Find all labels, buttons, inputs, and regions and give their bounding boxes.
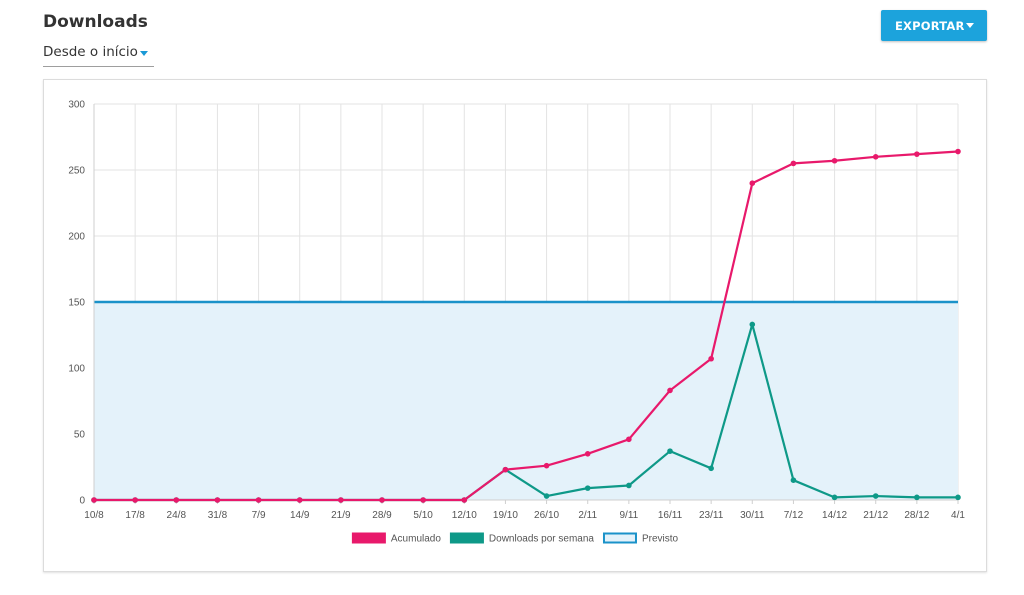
data-point-acumulado xyxy=(132,497,138,503)
date-range-select[interactable]: Desde o início xyxy=(43,42,154,67)
data-point-acumulado xyxy=(255,497,262,503)
data-point-downloads-por-semana xyxy=(790,477,797,484)
data-point-acumulado xyxy=(379,497,385,503)
data-point-downloads-por-semana xyxy=(667,448,673,454)
x-tick-label: 2/11 xyxy=(578,510,597,521)
x-tick-label: 30/11 xyxy=(740,510,765,521)
y-tick-label: 50 xyxy=(74,430,86,441)
y-tick-label: 0 xyxy=(79,496,85,507)
x-tick-label: 5/10 xyxy=(413,510,433,521)
data-point-acumulado xyxy=(708,355,714,362)
data-point-downloads-por-semana xyxy=(584,485,591,491)
x-tick-label: 14/12 xyxy=(822,510,847,521)
y-tick-label: 200 xyxy=(68,232,85,243)
data-point-downloads-por-semana xyxy=(749,321,756,328)
data-point-acumulado xyxy=(626,436,632,443)
data-point-downloads-por-semana xyxy=(955,494,961,501)
data-point-acumulado xyxy=(543,462,550,469)
legend-label-downloads-por-semana: Downloads por semana xyxy=(489,534,594,545)
legend-label-acumulado: Acumulado xyxy=(391,534,441,545)
x-tick-label: 16/11 xyxy=(658,510,683,521)
data-point-acumulado xyxy=(420,497,426,503)
legend-swatch-downloads-por-semana xyxy=(449,532,484,544)
data-point-acumulado xyxy=(214,497,221,503)
x-tick-label: 19/10 xyxy=(493,510,518,521)
x-tick-label: 21/12 xyxy=(863,510,888,521)
data-point-acumulado xyxy=(667,387,673,394)
date-range-select-value: Desde o início xyxy=(43,44,138,60)
downloads-chart: 0 50 100 150 200 250 300 10/8 17/8 24/8 31/8 7/9 14/… xyxy=(68,100,965,545)
data-point-downloads-por-semana xyxy=(914,494,920,501)
x-tick-label: 23/11 xyxy=(699,510,724,521)
data-point-downloads-por-semana xyxy=(543,493,550,499)
series-line-acumulado xyxy=(94,150,959,502)
chevron-down-icon xyxy=(966,23,974,28)
y-tick-label: 150 xyxy=(68,298,85,309)
data-point-acumulado xyxy=(749,180,756,186)
data-point-downloads-por-semana xyxy=(626,482,632,489)
y-tick-label: 100 xyxy=(68,364,85,375)
y-tick-label: 250 xyxy=(68,166,85,177)
data-point-downloads-por-semana xyxy=(831,494,838,501)
x-tick-label: 4/1 xyxy=(951,510,965,521)
legend-label-previsto: Previsto xyxy=(642,534,679,545)
data-point-acumulado xyxy=(914,151,920,157)
data-point-acumulado xyxy=(338,497,344,503)
x-tick-label: 7/12 xyxy=(784,510,804,521)
x-tick-label: 28/12 xyxy=(904,510,929,521)
data-point-downloads-por-semana xyxy=(708,465,714,472)
x-tick-label: 10/8 xyxy=(84,510,104,521)
y-tick-label: 300 xyxy=(68,100,85,111)
data-point-downloads-por-semana xyxy=(872,493,879,499)
data-point-acumulado xyxy=(296,497,303,503)
data-point-acumulado xyxy=(91,497,97,503)
downloads-chart-card: 0 50 100 150 200 250 300 10/8 17/8 24/8 31/8 7/9 14/… xyxy=(43,79,987,572)
x-tick-label: 26/10 xyxy=(534,510,559,521)
page-title: Downloads xyxy=(43,12,148,32)
x-tick-label: 17/8 xyxy=(125,510,145,521)
x-tick-label: 7/9 xyxy=(252,510,266,521)
legend-swatch-acumulado xyxy=(351,532,386,544)
x-tick-label: 12/10 xyxy=(452,510,477,521)
x-tick-label: 28/9 xyxy=(372,510,392,521)
chevron-down-icon xyxy=(140,51,148,56)
data-point-acumulado xyxy=(173,497,180,503)
x-tick-label: 9/11 xyxy=(619,510,638,521)
export-button-label: EXPORTAR xyxy=(895,19,965,33)
data-point-acumulado xyxy=(790,160,797,167)
data-point-acumulado xyxy=(461,497,468,503)
forecast-area xyxy=(94,302,958,500)
data-point-acumulado xyxy=(955,148,961,155)
data-point-acumulado xyxy=(584,451,591,457)
x-tick-label: 14/9 xyxy=(290,510,310,521)
x-tick-label: 21/9 xyxy=(331,510,351,521)
x-tick-label: 31/8 xyxy=(208,510,228,521)
data-point-acumulado xyxy=(872,154,879,160)
data-point-acumulado xyxy=(831,157,838,164)
data-point-acumulado xyxy=(502,466,509,473)
legend-swatch-previsto xyxy=(602,532,637,544)
x-tick-label: 24/8 xyxy=(167,510,187,521)
export-button[interactable]: EXPORTAR xyxy=(881,10,987,41)
